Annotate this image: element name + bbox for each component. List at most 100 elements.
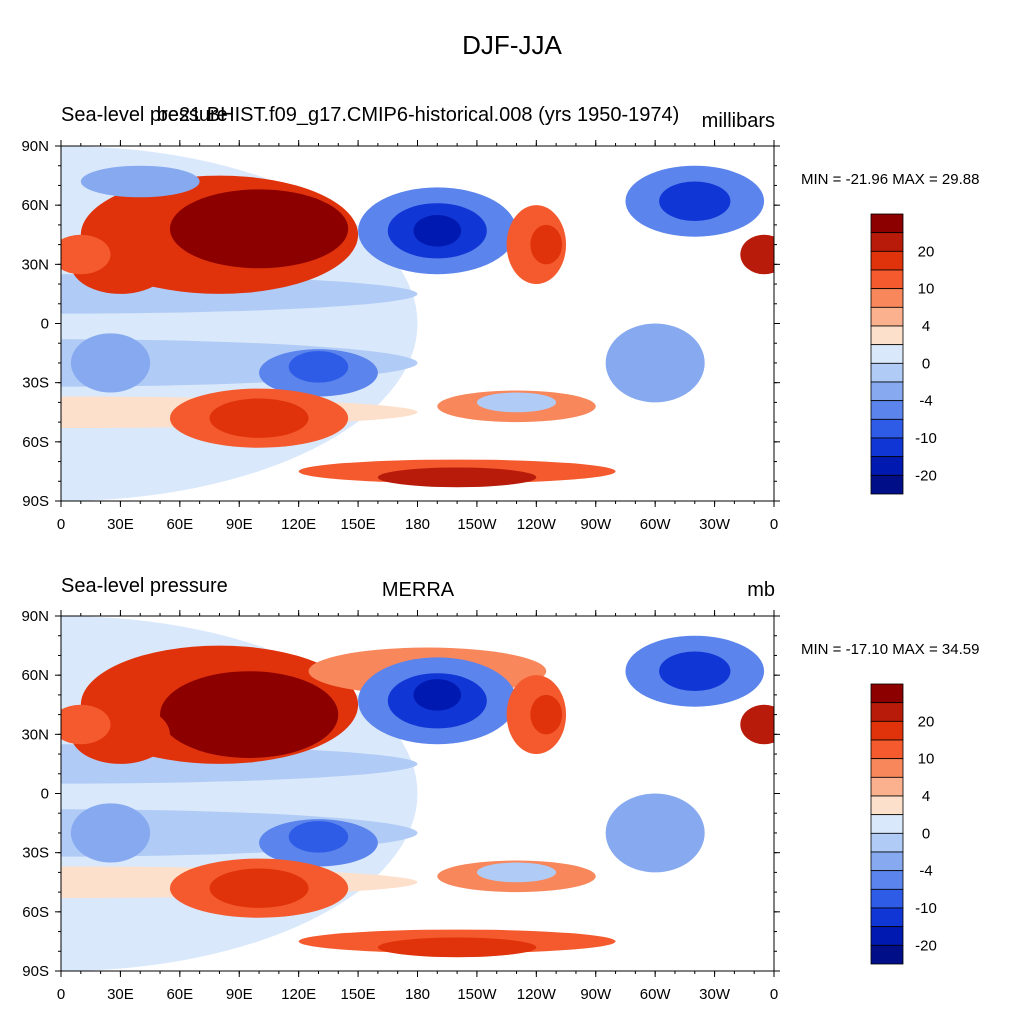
x-tick-label: 60E	[166, 516, 193, 533]
x-tick-label: 0	[770, 516, 778, 533]
colorbar-swatch	[870, 720, 904, 741]
colorbar-swatch	[870, 437, 904, 458]
x-tick-label: 120W	[517, 516, 557, 533]
x-tick-label: 90W	[580, 516, 612, 533]
y-tick-label: 90N	[21, 138, 49, 155]
y-tick-label: 0	[41, 316, 49, 333]
x-tick-label: 150E	[341, 986, 376, 1003]
colorbar-label: 10	[918, 281, 935, 298]
y-tick-label: 30N	[21, 256, 49, 273]
y-tick-label: 0	[41, 786, 49, 803]
x-tick-label: 60E	[166, 986, 193, 1003]
y-tick-label: 90S	[22, 963, 49, 980]
colorbar-label: -10	[915, 900, 937, 917]
slp-contour-region	[209, 398, 309, 438]
panel2-left-title: Sea-level pressure	[61, 575, 228, 597]
colorbar-label: 20	[918, 243, 935, 260]
slp-contour-region	[377, 467, 537, 488]
y-tick-label: 60N	[21, 197, 49, 214]
colorbar-label: -4	[919, 393, 932, 410]
colorbar-label: -20	[915, 467, 937, 484]
colorbar-swatch	[870, 306, 904, 327]
y-tick-label: 30S	[22, 845, 49, 862]
panel1-right-title: millibars	[701, 110, 775, 132]
map-panel-2: 0 30E 60E 90E 120E 150E 180 150W 120W 90W 60W 30W 09…	[21, 608, 937, 1003]
slp-contour-region	[235, 702, 283, 735]
colorbar-swatch	[870, 418, 904, 439]
colorbar-swatch	[870, 944, 904, 965]
panel2-right-title: mb	[747, 579, 775, 601]
slp-contour-region	[70, 333, 151, 393]
colorbar-swatch	[870, 758, 904, 778]
y-tick-label: 60N	[21, 667, 49, 684]
colorbar: 20 10 4 0 -4 -10 -20	[870, 683, 937, 965]
colorbar-label: 4	[922, 788, 930, 805]
colorbar-swatch	[870, 888, 904, 909]
x-tick-label: 120W	[517, 986, 557, 1003]
colorbar-swatch	[870, 832, 904, 853]
colorbar-label: 4	[922, 318, 930, 335]
x-tick-label: 150E	[341, 516, 376, 533]
x-tick-label: 150W	[457, 986, 497, 1003]
colorbar-swatch	[870, 456, 904, 476]
x-tick-label: 30E	[107, 986, 134, 1003]
colorbar-label: 0	[922, 355, 930, 372]
colorbar-swatch	[870, 344, 904, 364]
colorbar: 20 10 4 0 -4 -10 -20	[870, 213, 937, 495]
colorbar-swatch	[870, 381, 904, 402]
slp-contour-region	[377, 937, 537, 958]
y-tick-label: 90S	[22, 493, 49, 510]
x-tick-label: 180	[405, 516, 430, 533]
x-tick-label: 120E	[281, 516, 316, 533]
x-tick-label: 30E	[107, 516, 134, 533]
y-tick-label: 90N	[21, 608, 49, 625]
panel1-left-title: Sea-level pressure	[61, 104, 228, 126]
colorbar-label: 20	[918, 713, 935, 730]
colorbar-label: -4	[919, 863, 932, 880]
slp-contour-region	[530, 694, 563, 735]
panel1-center-title: be21 BHIST.f09_g17.CMIP6-historical.008 …	[156, 104, 680, 126]
slp-contour-region	[70, 803, 151, 863]
x-tick-label: 180	[405, 986, 430, 1003]
x-tick-label: 90W	[580, 986, 612, 1003]
x-tick-label: 0	[57, 516, 65, 533]
x-tick-label: 60W	[640, 516, 672, 533]
map-panel-1: 0 30E 60E 90E 120E 150E 180 150W 120W 90W 60W 30W 09…	[21, 138, 937, 533]
slp-contour-region	[288, 821, 349, 853]
colorbar-swatch	[870, 795, 904, 816]
x-tick-label: 60W	[640, 986, 672, 1003]
slp-contour-region	[476, 862, 557, 883]
slp-contour-region	[413, 215, 462, 247]
x-tick-label: 0	[770, 986, 778, 1003]
slp-contour-region	[605, 793, 705, 873]
colorbar-swatch	[870, 362, 904, 383]
y-tick-label: 30N	[21, 726, 49, 743]
colorbar-swatch	[870, 288, 904, 308]
x-tick-label: 90E	[226, 516, 253, 533]
colorbar-swatch	[870, 814, 904, 834]
colorbar-swatch	[870, 250, 904, 271]
colorbar-swatch	[870, 926, 904, 946]
colorbar-label: -10	[915, 430, 937, 447]
colorbar-label: -20	[915, 937, 937, 954]
slp-field	[61, 616, 774, 971]
slp-contour-region	[288, 351, 349, 383]
colorbar-swatch	[870, 400, 904, 420]
slp-contour-region	[80, 165, 200, 198]
colorbar-swatch	[870, 683, 904, 704]
x-tick-label: 150W	[457, 516, 497, 533]
figure-title: DJF-JJA	[462, 30, 562, 60]
colorbar-swatch	[870, 213, 904, 234]
y-tick-label: 60S	[22, 904, 49, 921]
x-tick-label: 0	[57, 986, 65, 1003]
slp-contour-region	[740, 234, 774, 275]
colorbar-swatch	[870, 702, 904, 722]
x-tick-label: 90E	[226, 986, 253, 1003]
colorbar-swatch	[870, 269, 904, 290]
colorbar-swatch	[870, 739, 904, 760]
slp-contour-region	[659, 651, 731, 691]
colorbar-swatch	[870, 776, 904, 797]
colorbar-swatch	[870, 474, 904, 495]
slp-contour-region	[476, 392, 557, 413]
